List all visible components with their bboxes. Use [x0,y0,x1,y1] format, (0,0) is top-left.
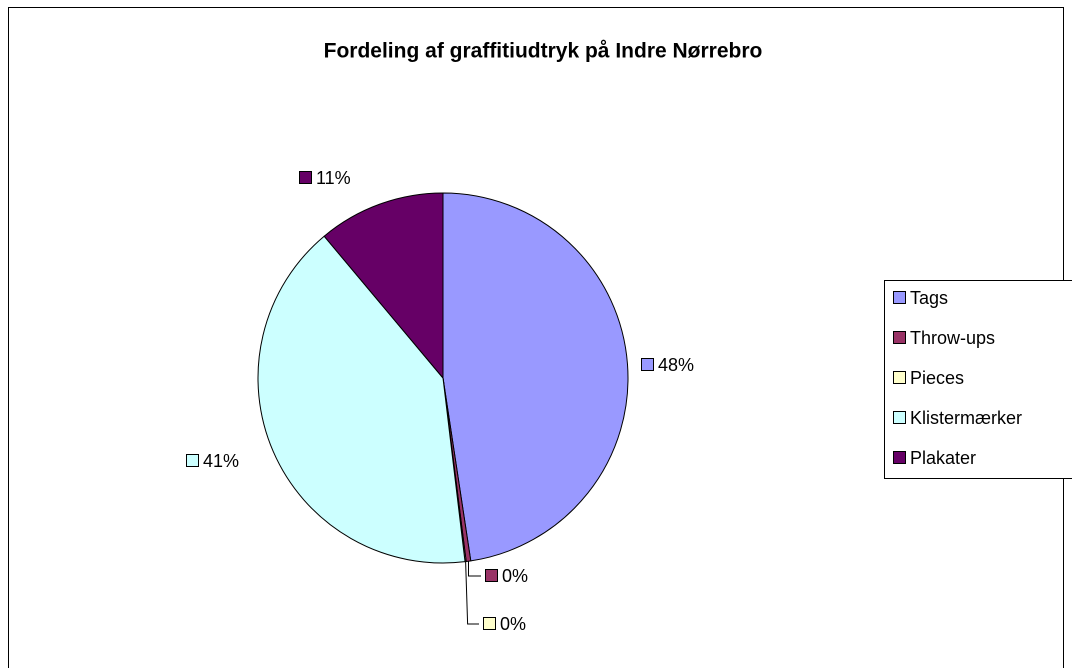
pie-slice [442,192,629,562]
leader-line [467,561,481,577]
pie-slice [323,192,444,380]
legend-swatch [893,371,906,384]
legend-label: Klistermærker [910,408,1022,428]
legend-swatch [893,411,906,424]
legend-swatch [893,451,906,464]
legend-label: Pieces [910,368,964,388]
legend-label: Plakater [910,448,976,468]
data-label: 41% [203,451,239,471]
data-label: 48% [658,355,694,375]
label-swatch [483,617,496,630]
data-label: 0% [502,566,528,586]
pie-slice [257,235,466,564]
data-label: 11% [316,168,351,188]
legend-box [884,280,1072,479]
label-swatch [186,454,199,467]
legend-label: Tags [910,288,948,308]
data-label: 0% [500,614,526,634]
leader-line [465,561,479,625]
legend-swatch [893,331,906,344]
chart-title: Fordeling af graffitiudtryk på Indre Nør… [324,40,763,63]
label-swatch [641,358,654,371]
label-swatch [485,569,498,582]
legend-label: Throw-ups [910,328,995,348]
legend-swatch [893,291,906,304]
label-swatch [299,171,312,184]
